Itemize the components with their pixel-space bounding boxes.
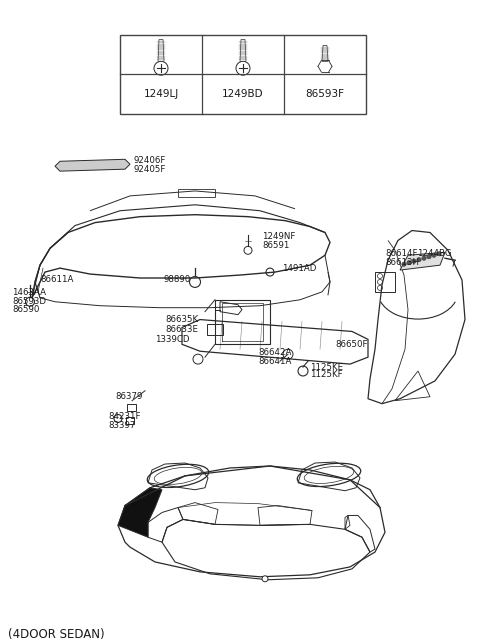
Text: 92405F: 92405F [133, 165, 166, 174]
Circle shape [422, 256, 426, 260]
Circle shape [154, 61, 168, 75]
Circle shape [417, 258, 421, 262]
Text: 1125KE: 1125KE [310, 363, 343, 372]
Polygon shape [118, 488, 162, 537]
Bar [126, 417, 134, 424]
Text: 86379: 86379 [115, 392, 143, 401]
Circle shape [432, 253, 436, 257]
Text: 84231F: 84231F [108, 412, 141, 421]
Bar [127, 404, 136, 411]
Bar [207, 323, 223, 336]
Circle shape [402, 262, 406, 266]
Circle shape [437, 251, 441, 256]
Text: 98890: 98890 [163, 275, 190, 284]
Text: 86614F: 86614F [385, 249, 418, 258]
Text: 1244BG: 1244BG [417, 249, 452, 258]
Text: 1249NF: 1249NF [262, 232, 295, 241]
Text: 86593F: 86593F [305, 89, 345, 99]
Text: 86650F: 86650F [335, 340, 368, 349]
Text: 86593D: 86593D [12, 297, 46, 306]
Circle shape [236, 61, 250, 75]
Polygon shape [240, 40, 246, 61]
Text: 86642A: 86642A [258, 348, 291, 357]
Text: 83397: 83397 [108, 421, 135, 430]
Text: 1125KF: 1125KF [310, 370, 343, 379]
Text: 1491AD: 1491AD [282, 264, 316, 273]
Circle shape [407, 260, 411, 265]
Polygon shape [400, 252, 445, 270]
Circle shape [412, 259, 416, 264]
Polygon shape [322, 46, 328, 61]
Text: 86635K: 86635K [165, 315, 198, 324]
Text: 1463AA: 1463AA [12, 288, 46, 297]
Circle shape [262, 576, 268, 582]
Text: (4DOOR SEDAN): (4DOOR SEDAN) [8, 628, 105, 641]
Polygon shape [55, 159, 130, 171]
Text: 1249LJ: 1249LJ [144, 89, 179, 99]
Circle shape [427, 255, 431, 259]
Polygon shape [158, 40, 164, 61]
Text: 1249BD: 1249BD [222, 89, 264, 99]
Text: 86641A: 86641A [258, 357, 291, 366]
Text: 92406F: 92406F [133, 156, 166, 165]
Text: 86633E: 86633E [165, 325, 198, 334]
Text: 86591: 86591 [262, 241, 289, 250]
Text: 86613H: 86613H [385, 258, 419, 267]
Bar [120, 35, 366, 114]
Text: 86590: 86590 [12, 305, 39, 314]
Text: 86611A: 86611A [40, 275, 73, 284]
Text: 1339CD: 1339CD [155, 335, 190, 344]
